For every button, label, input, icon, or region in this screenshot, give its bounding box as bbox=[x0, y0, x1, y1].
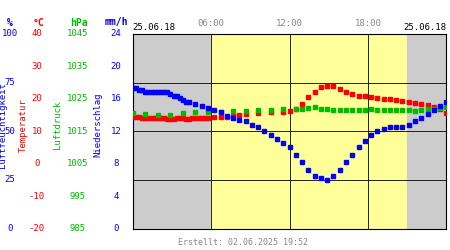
Text: 100: 100 bbox=[2, 29, 18, 38]
Text: 12: 12 bbox=[111, 127, 122, 136]
Text: hPa: hPa bbox=[70, 18, 88, 28]
Text: 10: 10 bbox=[32, 127, 42, 136]
Text: 12:00: 12:00 bbox=[276, 18, 303, 28]
Text: 06:00: 06:00 bbox=[198, 18, 225, 28]
Text: 25.06.18: 25.06.18 bbox=[403, 24, 446, 32]
Text: 1045: 1045 bbox=[67, 29, 89, 38]
Text: 1025: 1025 bbox=[67, 94, 89, 103]
Text: 20: 20 bbox=[111, 62, 122, 71]
Text: 0: 0 bbox=[34, 159, 40, 168]
Text: 40: 40 bbox=[32, 29, 42, 38]
Text: -10: -10 bbox=[29, 192, 45, 201]
Text: 4: 4 bbox=[113, 192, 119, 201]
Bar bbox=[407, 34, 446, 229]
Text: Luftdruck: Luftdruck bbox=[53, 101, 62, 149]
Text: mm/h: mm/h bbox=[104, 18, 128, 28]
Text: °C: °C bbox=[32, 18, 44, 28]
Text: 1015: 1015 bbox=[67, 127, 89, 136]
Bar bbox=[133, 34, 211, 229]
Text: 50: 50 bbox=[4, 127, 15, 136]
Text: Luftfeuchtigkeit: Luftfeuchtigkeit bbox=[0, 82, 7, 168]
Text: 1035: 1035 bbox=[67, 62, 89, 71]
Text: 25: 25 bbox=[4, 176, 15, 184]
Text: -20: -20 bbox=[29, 224, 45, 233]
Text: Temperatur: Temperatur bbox=[19, 98, 28, 152]
Text: 0: 0 bbox=[7, 224, 13, 233]
Text: 985: 985 bbox=[70, 224, 86, 233]
Text: 8: 8 bbox=[113, 159, 119, 168]
Text: 30: 30 bbox=[32, 62, 42, 71]
Text: 1005: 1005 bbox=[67, 159, 89, 168]
Text: %: % bbox=[7, 18, 13, 28]
Bar bbox=[211, 34, 407, 229]
Text: 18:00: 18:00 bbox=[355, 18, 382, 28]
Text: 20: 20 bbox=[32, 94, 42, 103]
Text: 24: 24 bbox=[111, 29, 122, 38]
Text: 75: 75 bbox=[4, 78, 15, 87]
Text: 995: 995 bbox=[70, 192, 86, 201]
Text: 16: 16 bbox=[111, 94, 122, 103]
Text: Erstellt: 02.06.2025 19:52: Erstellt: 02.06.2025 19:52 bbox=[178, 238, 307, 247]
Text: 0: 0 bbox=[113, 224, 119, 233]
Text: Niederschlag: Niederschlag bbox=[94, 93, 103, 157]
Text: 25.06.18: 25.06.18 bbox=[133, 24, 176, 32]
